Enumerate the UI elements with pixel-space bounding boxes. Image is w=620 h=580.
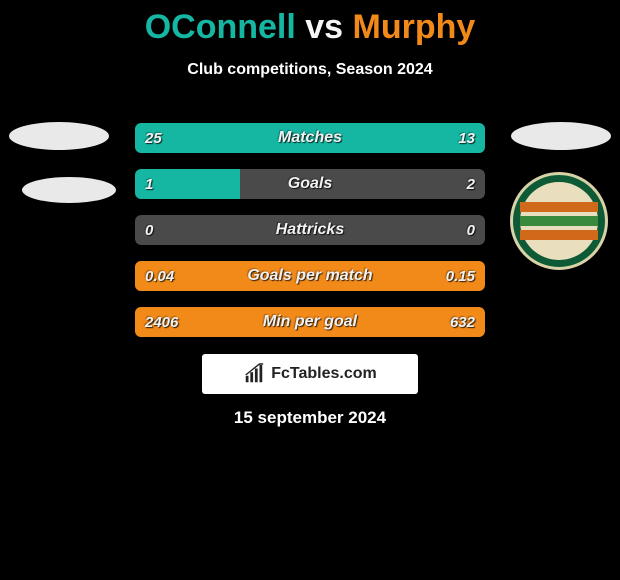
player2-name: Murphy xyxy=(353,8,476,46)
player1-photo-placeholder xyxy=(9,122,109,150)
stat-label: Goals per match xyxy=(135,261,485,291)
stat-row: 12Goals xyxy=(135,169,485,199)
stat-label: Goals xyxy=(135,169,485,199)
snapshot-date: 15 september 2024 xyxy=(0,408,620,428)
subtitle: Club competitions, Season 2024 xyxy=(0,61,620,79)
stat-row: 00Hattricks xyxy=(135,215,485,245)
stat-label: Min per goal xyxy=(135,307,485,337)
stats-rows: 2513Matches 12Goals 00Hattricks 0.040.15Goa… xyxy=(135,123,485,353)
branding-badge: FcTables.com xyxy=(202,354,418,394)
stat-row: 2513Matches xyxy=(135,123,485,153)
player2-club-crest xyxy=(510,172,608,270)
branding-text: FcTables.com xyxy=(271,365,377,383)
stat-row: 2406632Min per goal xyxy=(135,307,485,337)
comparison-title: OConnell vs Murphy xyxy=(0,0,620,47)
vs-separator: vs xyxy=(305,8,343,46)
player1-club-placeholder xyxy=(22,177,116,203)
stat-row: 0.040.15Goals per match xyxy=(135,261,485,291)
bray-wanderers-crest-icon xyxy=(520,182,598,260)
player1-name: OConnell xyxy=(145,8,296,46)
stat-label: Hattricks xyxy=(135,215,485,245)
player2-photo-placeholder xyxy=(511,122,611,150)
bar-chart-icon xyxy=(243,363,265,385)
stat-label: Matches xyxy=(135,123,485,153)
